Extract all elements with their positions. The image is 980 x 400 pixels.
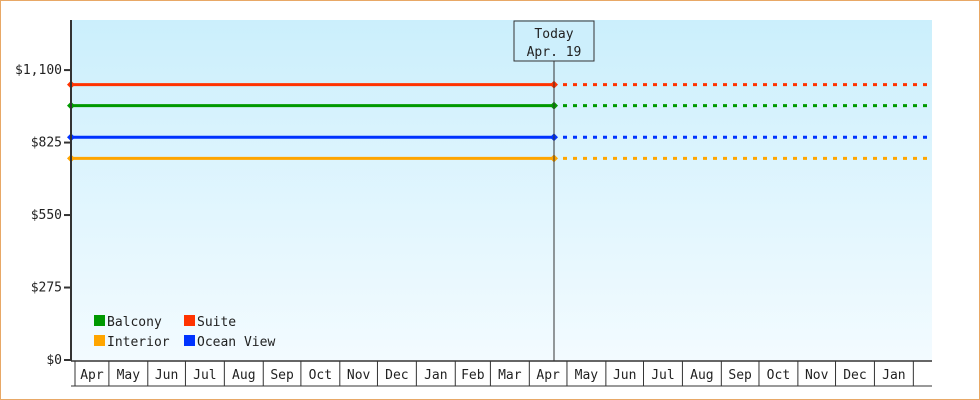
x-tick-label: Jul — [193, 368, 216, 383]
x-tick-label: Dec — [385, 368, 408, 383]
x-tick-label: Mar — [498, 368, 522, 383]
x-tick-label: Aug — [232, 368, 255, 383]
legend-label: Ocean View — [197, 335, 275, 350]
legend-swatch — [94, 315, 105, 326]
x-tick-label: Sep — [270, 368, 294, 383]
legend-swatch — [184, 335, 195, 346]
legend-label: Suite — [197, 315, 236, 330]
legend-label: Interior — [107, 335, 170, 350]
x-tick-label: Nov — [347, 368, 371, 383]
x-tick-label: Aug — [690, 368, 713, 383]
x-tick-label: Apr — [536, 368, 560, 383]
y-tick-label: $550 — [31, 208, 62, 223]
legend-swatch — [184, 315, 195, 326]
x-tick-label: Jan — [882, 368, 905, 383]
legend-label: Balcony — [107, 315, 162, 330]
x-tick-label: Apr — [80, 368, 104, 383]
y-tick-label: $275 — [31, 281, 62, 296]
today-box — [513, 20, 595, 62]
y-tick-label: $0 — [46, 353, 62, 368]
legend-swatch — [94, 335, 105, 346]
y-tick-label: $825 — [31, 136, 62, 151]
x-tick-label: May — [117, 368, 141, 383]
x-tick-label: Nov — [805, 368, 829, 383]
today-date: Apr. 19 — [527, 45, 582, 60]
x-tick-label: Sep — [728, 368, 752, 383]
y-tick-label: $1,100 — [15, 63, 62, 78]
x-tick-label: May — [575, 368, 599, 383]
today-label: Today — [534, 27, 573, 42]
x-tick-label: Jun — [613, 368, 636, 383]
x-tick-label: Jul — [651, 368, 674, 383]
x-tick-label: Jun — [155, 368, 178, 383]
x-tick-label: Dec — [843, 368, 866, 383]
plot-area — [72, 20, 932, 360]
x-tick-label: Feb — [461, 368, 485, 383]
x-tick-label: Oct — [309, 368, 332, 383]
x-tick-label: Jan — [424, 368, 447, 383]
x-tick-label: Oct — [767, 368, 790, 383]
